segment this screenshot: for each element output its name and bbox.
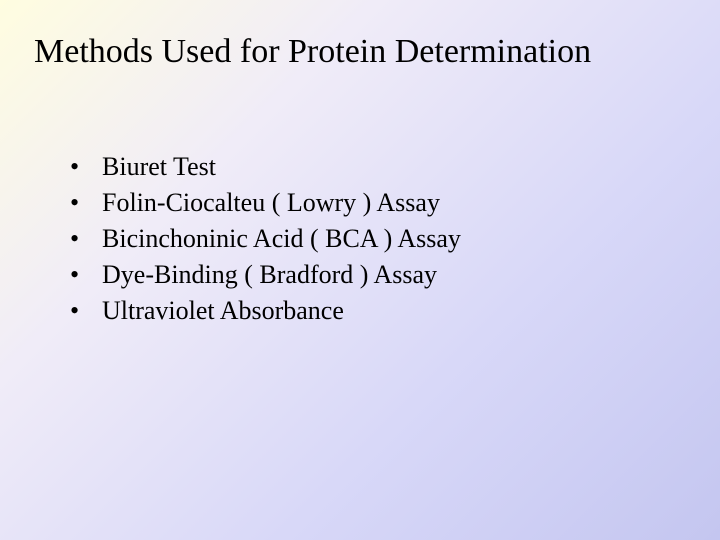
bullet-item: Bicinchoninic Acid ( BCA ) Assay [70,221,720,257]
bullet-item: Folin-Ciocalteu ( Lowry ) Assay [70,185,720,221]
slide-body: Biuret Test Folin-Ciocalteu ( Lowry ) As… [0,149,720,328]
bullet-item: Ultraviolet Absorbance [70,293,720,329]
slide: Methods Used for Protein Determination B… [0,0,720,540]
slide-title: Methods Used for Protein Determination [0,32,720,71]
bullet-item: Dye-Binding ( Bradford ) Assay [70,257,720,293]
bullet-item: Biuret Test [70,149,720,185]
bullet-list: Biuret Test Folin-Ciocalteu ( Lowry ) As… [70,149,720,328]
